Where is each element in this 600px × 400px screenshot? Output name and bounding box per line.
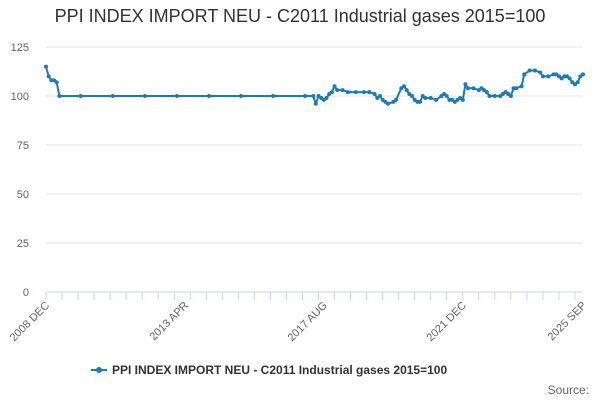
data-point[interactable] [519, 84, 524, 89]
data-point[interactable] [466, 86, 471, 91]
data-point[interactable] [471, 86, 476, 91]
data-point[interactable] [423, 96, 428, 100]
data-point[interactable] [329, 90, 334, 95]
data-point[interactable] [378, 94, 382, 98]
data-point[interactable] [538, 70, 543, 75]
data-point[interactable] [567, 76, 572, 81]
legend[interactable]: PPI INDEX IMPORT NEU - C2011 Industrial … [91, 363, 447, 377]
data-point[interactable] [418, 99, 422, 104]
data-point[interactable] [522, 72, 527, 77]
data-point[interactable] [142, 94, 147, 98]
data-point[interactable] [508, 94, 513, 98]
data-point[interactable] [324, 96, 329, 100]
y-axis: 0 25 50 75 100 125 [11, 42, 29, 299]
chart-title: PPI INDEX IMPORT NEU - C2011 Industrial … [54, 6, 546, 26]
data-point[interactable] [532, 68, 537, 73]
x-tick-label: 2021 DEC [425, 300, 469, 344]
source-credit[interactable]: Source: [548, 383, 589, 397]
data-point[interactable] [110, 94, 115, 98]
data-point[interactable] [313, 101, 318, 106]
data-point[interactable] [546, 74, 551, 79]
data-point[interactable] [410, 94, 414, 98]
data-point[interactable] [487, 94, 492, 98]
data-point[interactable] [581, 72, 585, 77]
data-point[interactable] [54, 80, 59, 85]
data-point[interactable] [492, 94, 497, 98]
data-point[interactable] [460, 97, 465, 102]
y-tick-label: 50 [17, 189, 29, 201]
data-point[interactable] [239, 94, 243, 98]
data-point[interactable] [575, 80, 580, 85]
data-point[interactable] [463, 82, 468, 87]
data-point[interactable] [353, 90, 358, 95]
data-point[interactable] [514, 86, 519, 91]
data-point[interactable] [207, 94, 211, 98]
data-point[interactable] [372, 92, 377, 96]
y-tick-label: 125 [11, 42, 29, 54]
data-point[interactable] [335, 88, 340, 93]
data-point[interactable] [340, 88, 345, 93]
data-point[interactable] [434, 97, 439, 102]
y-tick-label: 0 [23, 287, 29, 299]
data-point[interactable] [540, 74, 545, 79]
x-tick-label: 2025 SEP [546, 300, 590, 344]
data-point[interactable] [303, 94, 308, 98]
data-point[interactable] [527, 68, 532, 73]
data-point[interactable] [57, 94, 62, 98]
x-tick-label: 2013 APR [148, 300, 192, 344]
data-point[interactable] [311, 94, 316, 98]
data-point[interactable] [271, 94, 276, 98]
credits: Source: [548, 383, 589, 397]
data-point[interactable] [345, 90, 350, 95]
data-point[interactable] [484, 90, 489, 95]
data-point[interactable] [78, 94, 83, 98]
data-point[interactable] [332, 84, 337, 89]
legend-item-label[interactable]: PPI INDEX IMPORT NEU - C2011 Industrial … [112, 363, 447, 377]
data-point[interactable] [402, 84, 406, 89]
data-point[interactable] [428, 96, 433, 100]
x-tick-label: 2017 AUG [286, 300, 330, 344]
x-tick-label: 2008 DEC [8, 300, 52, 344]
data-point[interactable] [44, 64, 48, 69]
data-point[interactable] [367, 90, 372, 95]
series-group [44, 64, 585, 106]
data-point[interactable] [46, 74, 51, 79]
data-point[interactable] [361, 90, 366, 95]
data-point[interactable] [444, 94, 449, 98]
series-line [45, 65, 584, 105]
y-tick-label: 75 [17, 140, 29, 152]
y-tick-label: 100 [11, 91, 29, 103]
data-point[interactable] [174, 94, 179, 98]
x-axis: 2008 DEC 2013 APR 2017 AUG 2021 DEC 2025 SEP [8, 291, 590, 344]
data-point[interactable] [404, 88, 409, 93]
legend-marker-symbol [96, 367, 102, 373]
y-tick-label: 25 [17, 238, 29, 250]
data-point[interactable] [386, 101, 390, 106]
data-point[interactable] [394, 97, 398, 102]
grid-lines [46, 46, 583, 244]
